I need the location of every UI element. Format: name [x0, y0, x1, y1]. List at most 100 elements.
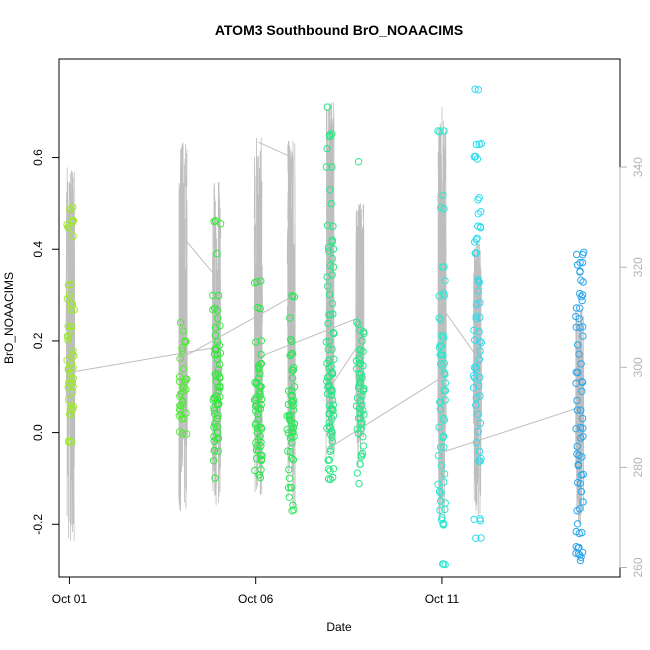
- data-point: [435, 423, 443, 431]
- data-point: [572, 312, 580, 321]
- data-point: [575, 350, 583, 358]
- data-point: [439, 560, 447, 568]
- data-point: [579, 278, 587, 286]
- data-point: [359, 347, 367, 356]
- data-points-layer: [63, 85, 588, 569]
- data-point: [576, 551, 584, 559]
- data-point: [577, 276, 585, 284]
- data-point: [441, 370, 449, 379]
- data-point: [288, 507, 296, 515]
- data-point: [472, 534, 480, 542]
- altitude-connector: [329, 341, 361, 388]
- data-point: [64, 281, 73, 289]
- data-point: [328, 386, 336, 394]
- data-point: [476, 392, 484, 400]
- data-point: [330, 329, 338, 338]
- data-point: [176, 354, 184, 363]
- data-point: [64, 383, 72, 392]
- data-point: [359, 442, 368, 450]
- data-point: [353, 469, 361, 477]
- altitude-trace: [286, 140, 296, 507]
- data-point: [472, 315, 480, 323]
- data-point: [323, 273, 331, 281]
- data-point: [288, 374, 297, 382]
- data-point: [214, 314, 222, 323]
- data-point: [216, 373, 224, 381]
- data-point: [578, 414, 587, 423]
- data-point: [574, 478, 582, 487]
- data-point: [290, 506, 298, 514]
- data-point: [257, 423, 265, 432]
- data-point: [472, 439, 481, 447]
- data-point: [435, 487, 444, 496]
- data-point: [573, 406, 581, 414]
- data-point: [176, 318, 185, 327]
- data-point: [210, 446, 218, 455]
- data-point: [476, 373, 484, 382]
- data-point: [68, 379, 77, 387]
- data-point: [440, 416, 448, 424]
- data-point: [209, 306, 217, 314]
- data-point: [436, 398, 444, 406]
- y-tick-label: 0.0: [31, 424, 45, 441]
- data-point: [177, 401, 185, 410]
- data-point: [65, 291, 74, 299]
- data-point: [66, 375, 75, 383]
- data-point: [68, 388, 77, 396]
- data-point: [328, 130, 336, 138]
- data-point: [436, 360, 445, 368]
- data-point: [577, 487, 586, 496]
- data-point: [214, 365, 223, 373]
- data-point: [66, 405, 74, 413]
- data-point: [64, 333, 72, 341]
- x-tick-label: Oct 06: [238, 592, 274, 606]
- data-point: [285, 474, 294, 482]
- data-point: [436, 405, 444, 413]
- data-point: [358, 337, 366, 345]
- data-point: [476, 299, 484, 307]
- data-point: [289, 401, 297, 410]
- data-point: [356, 409, 364, 418]
- data-point: [437, 489, 445, 497]
- data-point: [434, 451, 443, 460]
- data-point: [288, 349, 297, 358]
- data-point: [329, 329, 337, 337]
- y-axis-label: BrO_NOAACIMS: [2, 272, 16, 364]
- x-tick-label: Oct 11: [425, 592, 460, 606]
- data-point: [211, 324, 220, 332]
- data-point: [329, 473, 337, 482]
- data-point: [437, 203, 445, 212]
- data-point: [253, 442, 261, 450]
- data-point: [327, 391, 336, 399]
- data-point: [356, 360, 364, 368]
- data-point: [285, 493, 293, 501]
- data-point: [354, 158, 363, 166]
- data-point: [287, 350, 296, 358]
- data-point: [216, 322, 224, 330]
- y2-tick-label: 300: [631, 357, 645, 377]
- data-point: [472, 249, 480, 257]
- data-point: [470, 515, 478, 523]
- data-point: [358, 449, 367, 458]
- data-point: [63, 356, 71, 364]
- data-point: [254, 415, 262, 423]
- data-point: [64, 322, 72, 330]
- data-point: [353, 425, 361, 433]
- data-point: [440, 443, 448, 451]
- data-point: [214, 411, 222, 419]
- data-point: [258, 451, 266, 460]
- data-point: [212, 372, 220, 380]
- data-point: [66, 205, 74, 214]
- data-point: [211, 331, 220, 340]
- data-point: [475, 457, 483, 465]
- data-point: [572, 527, 580, 536]
- y-tick-label: -0.2: [31, 514, 45, 535]
- data-point: [471, 336, 479, 344]
- data-point: [472, 300, 481, 309]
- data-point: [286, 447, 294, 456]
- data-point: [324, 243, 333, 252]
- data-point: [572, 379, 580, 387]
- data-point: [355, 346, 363, 354]
- y2-tick-label: 260: [631, 557, 645, 577]
- data-point: [325, 247, 333, 255]
